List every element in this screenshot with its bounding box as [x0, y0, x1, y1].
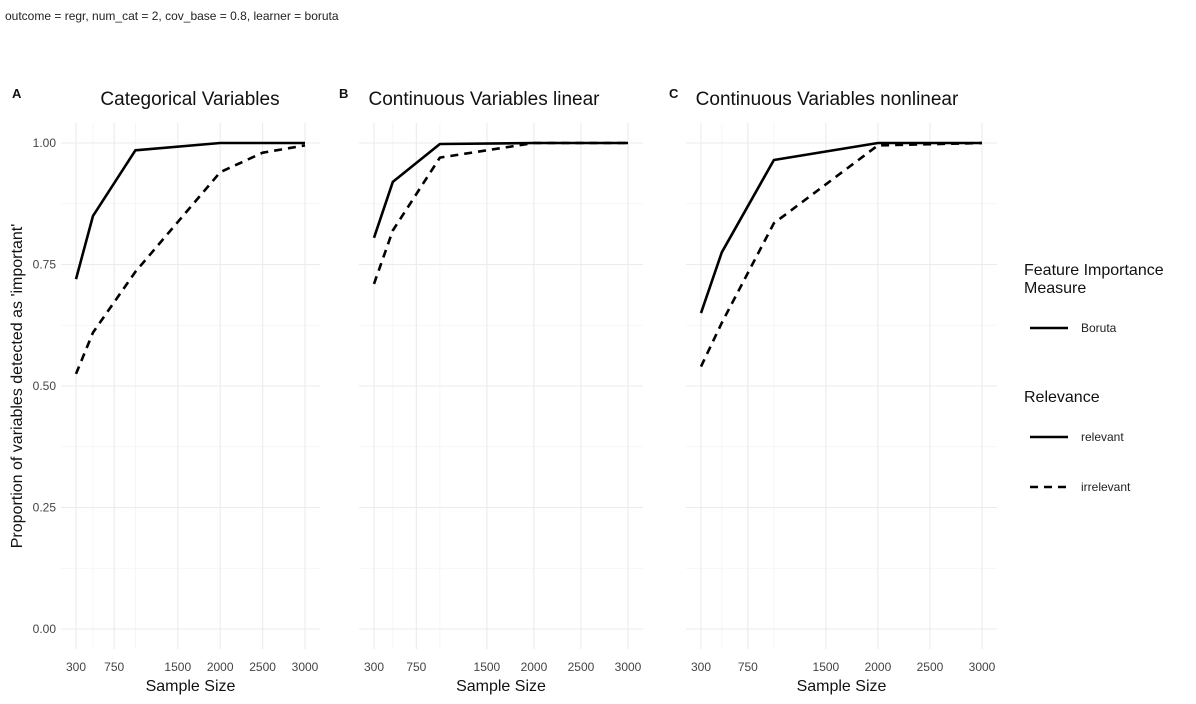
y-tick-label: 1.00 — [33, 136, 57, 150]
panel-title: Categorical Variables — [100, 89, 279, 110]
legend-relevance-title: Relevance — [1024, 389, 1100, 406]
series-line-relevant — [372, 141, 628, 239]
x-tick-label: 750 — [738, 660, 758, 674]
y-tick-label: 0.25 — [33, 501, 57, 515]
legend-measure-title-line1: Feature Importance — [1024, 262, 1164, 279]
major-gridlines — [61, 123, 320, 649]
panel-b: 300 750 1500 2000 2500 3000 Sample Size B Contin… — [339, 86, 643, 695]
x-axis-title: Sample Size — [797, 678, 887, 695]
y-tick-label: 0.00 — [33, 622, 57, 636]
x-tick-label: 300 — [691, 660, 711, 674]
panel-tag: C — [669, 86, 679, 101]
x-tick-label: 300 — [66, 660, 86, 674]
x-tick-label: 750 — [406, 660, 426, 674]
x-tick-label: 3000 — [969, 660, 996, 674]
x-tick-label: 3000 — [615, 660, 642, 674]
legend: Feature Importance Measure Boruta Releva… — [1024, 262, 1164, 494]
x-tick-label: 1500 — [813, 660, 840, 674]
major-gridlines — [686, 123, 997, 649]
y-axis-title: Proportion of variables detected as 'imp… — [9, 224, 26, 549]
panel-tag: B — [339, 86, 348, 101]
panel-title: Continuous Variables nonlinear — [696, 89, 959, 110]
x-tick-label: 300 — [364, 660, 384, 674]
x-tick-label: 750 — [104, 660, 124, 674]
x-tick-label: 1500 — [474, 660, 501, 674]
chart-subtitle: outcome = regr, num_cat = 2, cov_base = … — [5, 9, 339, 23]
series-line-irrelevant — [74, 144, 306, 375]
x-axis-title: Sample Size — [456, 678, 546, 695]
series-line-relevant — [74, 141, 305, 280]
panel-tag: A — [12, 86, 22, 101]
y-tick-label: 0.75 — [33, 258, 57, 272]
series-line-relevant — [699, 141, 982, 314]
legend-label-irrelevant: irrelevant — [1081, 480, 1131, 494]
legend-label-relevant: relevant — [1081, 430, 1124, 444]
panel-title: Continuous Variables linear — [369, 89, 601, 110]
panel-a: 0.00 0.25 0.50 0.75 1.00 300 750 1500 2000 2500 30… — [12, 86, 320, 695]
major-gridlines — [359, 123, 643, 649]
x-tick-label: 3000 — [292, 660, 319, 674]
x-tick-label: 2500 — [917, 660, 944, 674]
legend-label-boruta: Boruta — [1081, 321, 1117, 335]
legend-measure-title-line2: Measure — [1024, 280, 1086, 297]
series-line-irrelevant — [699, 141, 983, 368]
x-tick-label: 2000 — [207, 660, 234, 674]
y-tick-label: 0.50 — [33, 379, 57, 393]
panel-c: 300 750 1500 2000 2500 3000 Sample Size C Contin… — [669, 86, 997, 695]
x-tick-label: 2000 — [865, 660, 892, 674]
x-axis-title: Sample Size — [146, 678, 236, 695]
x-tick-label: 1500 — [164, 660, 191, 674]
x-tick-label: 2000 — [521, 660, 548, 674]
x-tick-label: 2500 — [568, 660, 595, 674]
x-tick-label: 2500 — [249, 660, 276, 674]
series-line-irrelevant — [372, 141, 628, 285]
